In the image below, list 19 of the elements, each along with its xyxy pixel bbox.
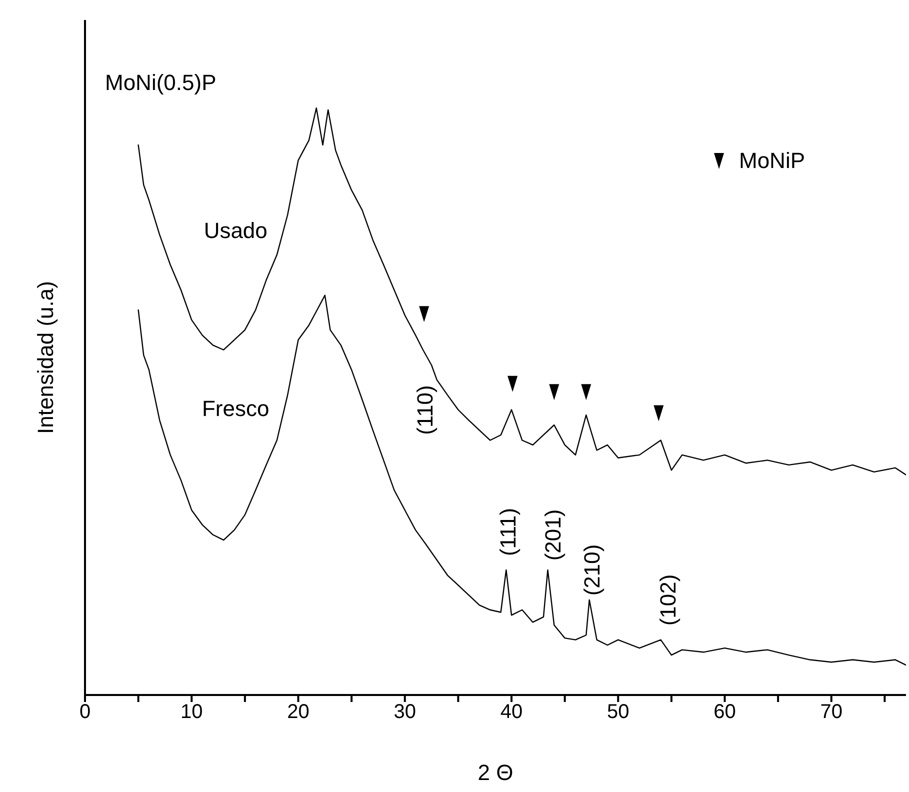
x-tick-label: 50 bbox=[606, 701, 630, 724]
series-label: Fresco bbox=[202, 396, 270, 422]
x-axis-title: 2 Θ bbox=[478, 760, 514, 785]
annotation: (201) bbox=[540, 509, 566, 561]
x-tick-label: 30 bbox=[394, 701, 416, 724]
y-axis-title: Intensidad (u.a) bbox=[32, 281, 58, 434]
x-tick-label: 70 bbox=[820, 701, 842, 724]
annotation: (210) bbox=[580, 544, 604, 596]
x-tick-label: 40 bbox=[500, 701, 523, 724]
x-tick-label: 20 bbox=[287, 701, 310, 724]
legend-label: MoNiP bbox=[739, 148, 806, 174]
x-tick-label: 0 bbox=[79, 701, 91, 724]
annotation: (110) bbox=[412, 385, 438, 435]
annotation: (111) bbox=[496, 508, 520, 556]
x-tick-label: 10 bbox=[180, 701, 203, 724]
series-label: Usado bbox=[204, 218, 268, 243]
annotation: (102) bbox=[656, 574, 680, 626]
x-tick-label: 60 bbox=[714, 701, 736, 724]
chart-title: MoNi(0.5)P bbox=[105, 70, 216, 96]
